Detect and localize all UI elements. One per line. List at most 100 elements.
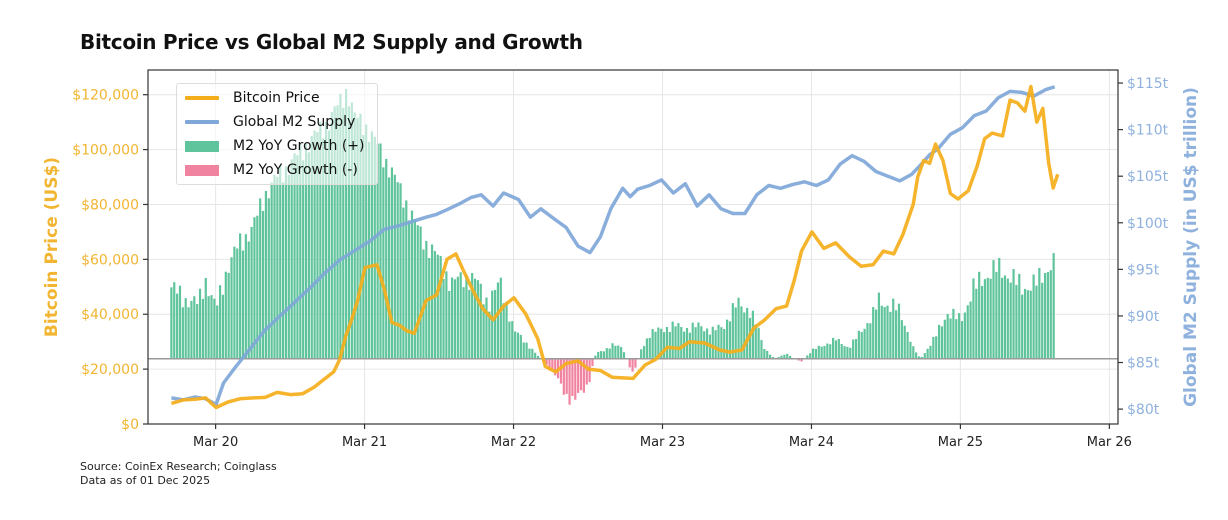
growth-bar-positive bbox=[960, 321, 964, 359]
growth-bar-positive bbox=[336, 105, 339, 359]
growth-bar-positive bbox=[290, 159, 293, 359]
growth-bar-positive bbox=[897, 303, 901, 359]
x-axis: Mar 20 Mar 21 Mar 22 Mar 23 Mar 24 Mar 25 Mar … bbox=[193, 424, 1132, 450]
legend-swatch-bitcoin bbox=[185, 96, 219, 100]
growth-bar-positive bbox=[943, 319, 946, 359]
growth-bar-positive bbox=[342, 107, 345, 359]
growth-bar-positive bbox=[393, 174, 396, 359]
growth-bar-positive bbox=[1043, 272, 1047, 359]
growth-bar-positive bbox=[327, 130, 331, 359]
growth-bar-positive bbox=[751, 310, 754, 359]
growth-bar-positive bbox=[677, 323, 680, 359]
growth-bar-positive bbox=[831, 337, 835, 359]
growth-bar-positive bbox=[196, 304, 199, 359]
growth-bar-positive bbox=[1003, 275, 1007, 359]
growth-bar-positive bbox=[789, 355, 792, 359]
growth-bar-positive bbox=[786, 353, 789, 359]
growth-bar-positive bbox=[980, 285, 984, 359]
growth-bar-positive bbox=[376, 143, 379, 359]
growth-bar-positive bbox=[780, 355, 783, 359]
growth-bar-positive bbox=[302, 160, 305, 359]
growth-bar-positive bbox=[1026, 290, 1029, 359]
growth-bar-positive bbox=[714, 330, 717, 359]
growth-bar-positive bbox=[207, 296, 210, 359]
growth-bar-positive bbox=[983, 279, 987, 359]
growth-bar-positive bbox=[1032, 274, 1035, 359]
growth-bar-negative bbox=[628, 358, 631, 368]
growth-bar-positive bbox=[416, 225, 419, 359]
growth-bar-positive bbox=[250, 226, 253, 359]
growth-bar-positive bbox=[536, 355, 540, 359]
growth-bar-positive bbox=[642, 346, 646, 359]
legend-label: Global M2 Supply bbox=[233, 114, 356, 130]
growth-bar-positive bbox=[247, 241, 250, 359]
growth-bar-positive bbox=[671, 321, 674, 359]
growth-bar-positive bbox=[387, 177, 391, 359]
growth-bar-positive bbox=[620, 347, 623, 359]
growth-bar-positive bbox=[654, 331, 657, 359]
growth-bar-positive bbox=[448, 290, 451, 359]
growth-bar-positive bbox=[482, 304, 485, 359]
growth-bar-positive bbox=[814, 349, 818, 359]
growth-bar-positive bbox=[453, 279, 457, 359]
growth-bar-positive bbox=[1012, 269, 1015, 359]
growth-bar-positive bbox=[611, 343, 614, 359]
growth-bar-positive bbox=[717, 324, 720, 359]
growth-bar-positive bbox=[304, 143, 308, 359]
growth-bar-positive bbox=[1018, 273, 1021, 359]
growth-bar-positive bbox=[920, 356, 923, 359]
growth-bar-positive bbox=[445, 271, 448, 359]
growth-bar-positive bbox=[720, 327, 723, 359]
growth-bar-positive bbox=[1021, 294, 1024, 359]
growth-bar-positive bbox=[703, 331, 706, 359]
growth-bar-negative bbox=[579, 358, 583, 391]
legend-item-growth-pos: M2 YoY Growth (+) bbox=[185, 135, 364, 157]
growth-bar-positive bbox=[531, 348, 534, 359]
growth-bar-positive bbox=[826, 343, 829, 359]
growth-bar-positive bbox=[382, 167, 385, 359]
plot-frame bbox=[147, 69, 1119, 425]
y-left-tick-label: $120,000 bbox=[72, 88, 139, 104]
growth-bar-positive bbox=[462, 287, 465, 359]
growth-bar-positive bbox=[940, 326, 944, 359]
growth-bar-positive bbox=[218, 285, 222, 359]
growth-bar-positive bbox=[777, 356, 780, 359]
growth-bar-positive bbox=[978, 271, 981, 359]
legend-label: M2 YoY Growth (-) bbox=[233, 162, 358, 178]
growth-bar-positive bbox=[465, 274, 468, 359]
growth-bar-positive bbox=[903, 325, 906, 359]
growth-bar-positive bbox=[929, 345, 932, 359]
growth-bar-positive bbox=[385, 158, 388, 359]
legend: Bitcoin Price Global M2 Supply M2 YoY Gr… bbox=[176, 83, 378, 185]
growth-bar-positive bbox=[428, 257, 431, 359]
growth-bar-positive bbox=[287, 174, 290, 359]
growth-bar-positive bbox=[955, 319, 958, 359]
growth-bar-positive bbox=[239, 233, 242, 359]
growth-bar-positive bbox=[737, 297, 740, 359]
growth-bar-positive bbox=[273, 174, 276, 359]
growth-bar-positive bbox=[834, 340, 838, 359]
y-right-tick-label: $80t bbox=[1127, 402, 1160, 418]
growth-bar-positive bbox=[359, 113, 362, 359]
growth-bar-positive bbox=[430, 244, 434, 359]
growth-bar-positive bbox=[178, 285, 182, 359]
growth-bar-positive bbox=[514, 331, 517, 359]
growth-bar-positive bbox=[227, 272, 230, 359]
growth-bar-positive bbox=[597, 351, 600, 359]
growth-bar-negative bbox=[634, 358, 637, 368]
growth-bar-positive bbox=[493, 289, 497, 359]
growth-bar-positive bbox=[975, 288, 978, 359]
growth-bar-positive bbox=[674, 326, 677, 359]
growth-bar-positive bbox=[528, 348, 531, 359]
growth-bar-positive bbox=[640, 349, 643, 359]
growth-bar-positive bbox=[221, 294, 225, 359]
growth-bar-positive bbox=[1052, 253, 1055, 359]
y-left-tick-label: $0 bbox=[121, 417, 139, 433]
growth-bar-negative bbox=[797, 358, 800, 361]
growth-bar-positive bbox=[379, 143, 382, 359]
growth-bar-positive bbox=[525, 342, 528, 359]
growth-bar-positive bbox=[293, 153, 296, 359]
growth-bar-positive bbox=[754, 324, 757, 359]
y-left-tick-label: $40,000 bbox=[81, 307, 139, 323]
